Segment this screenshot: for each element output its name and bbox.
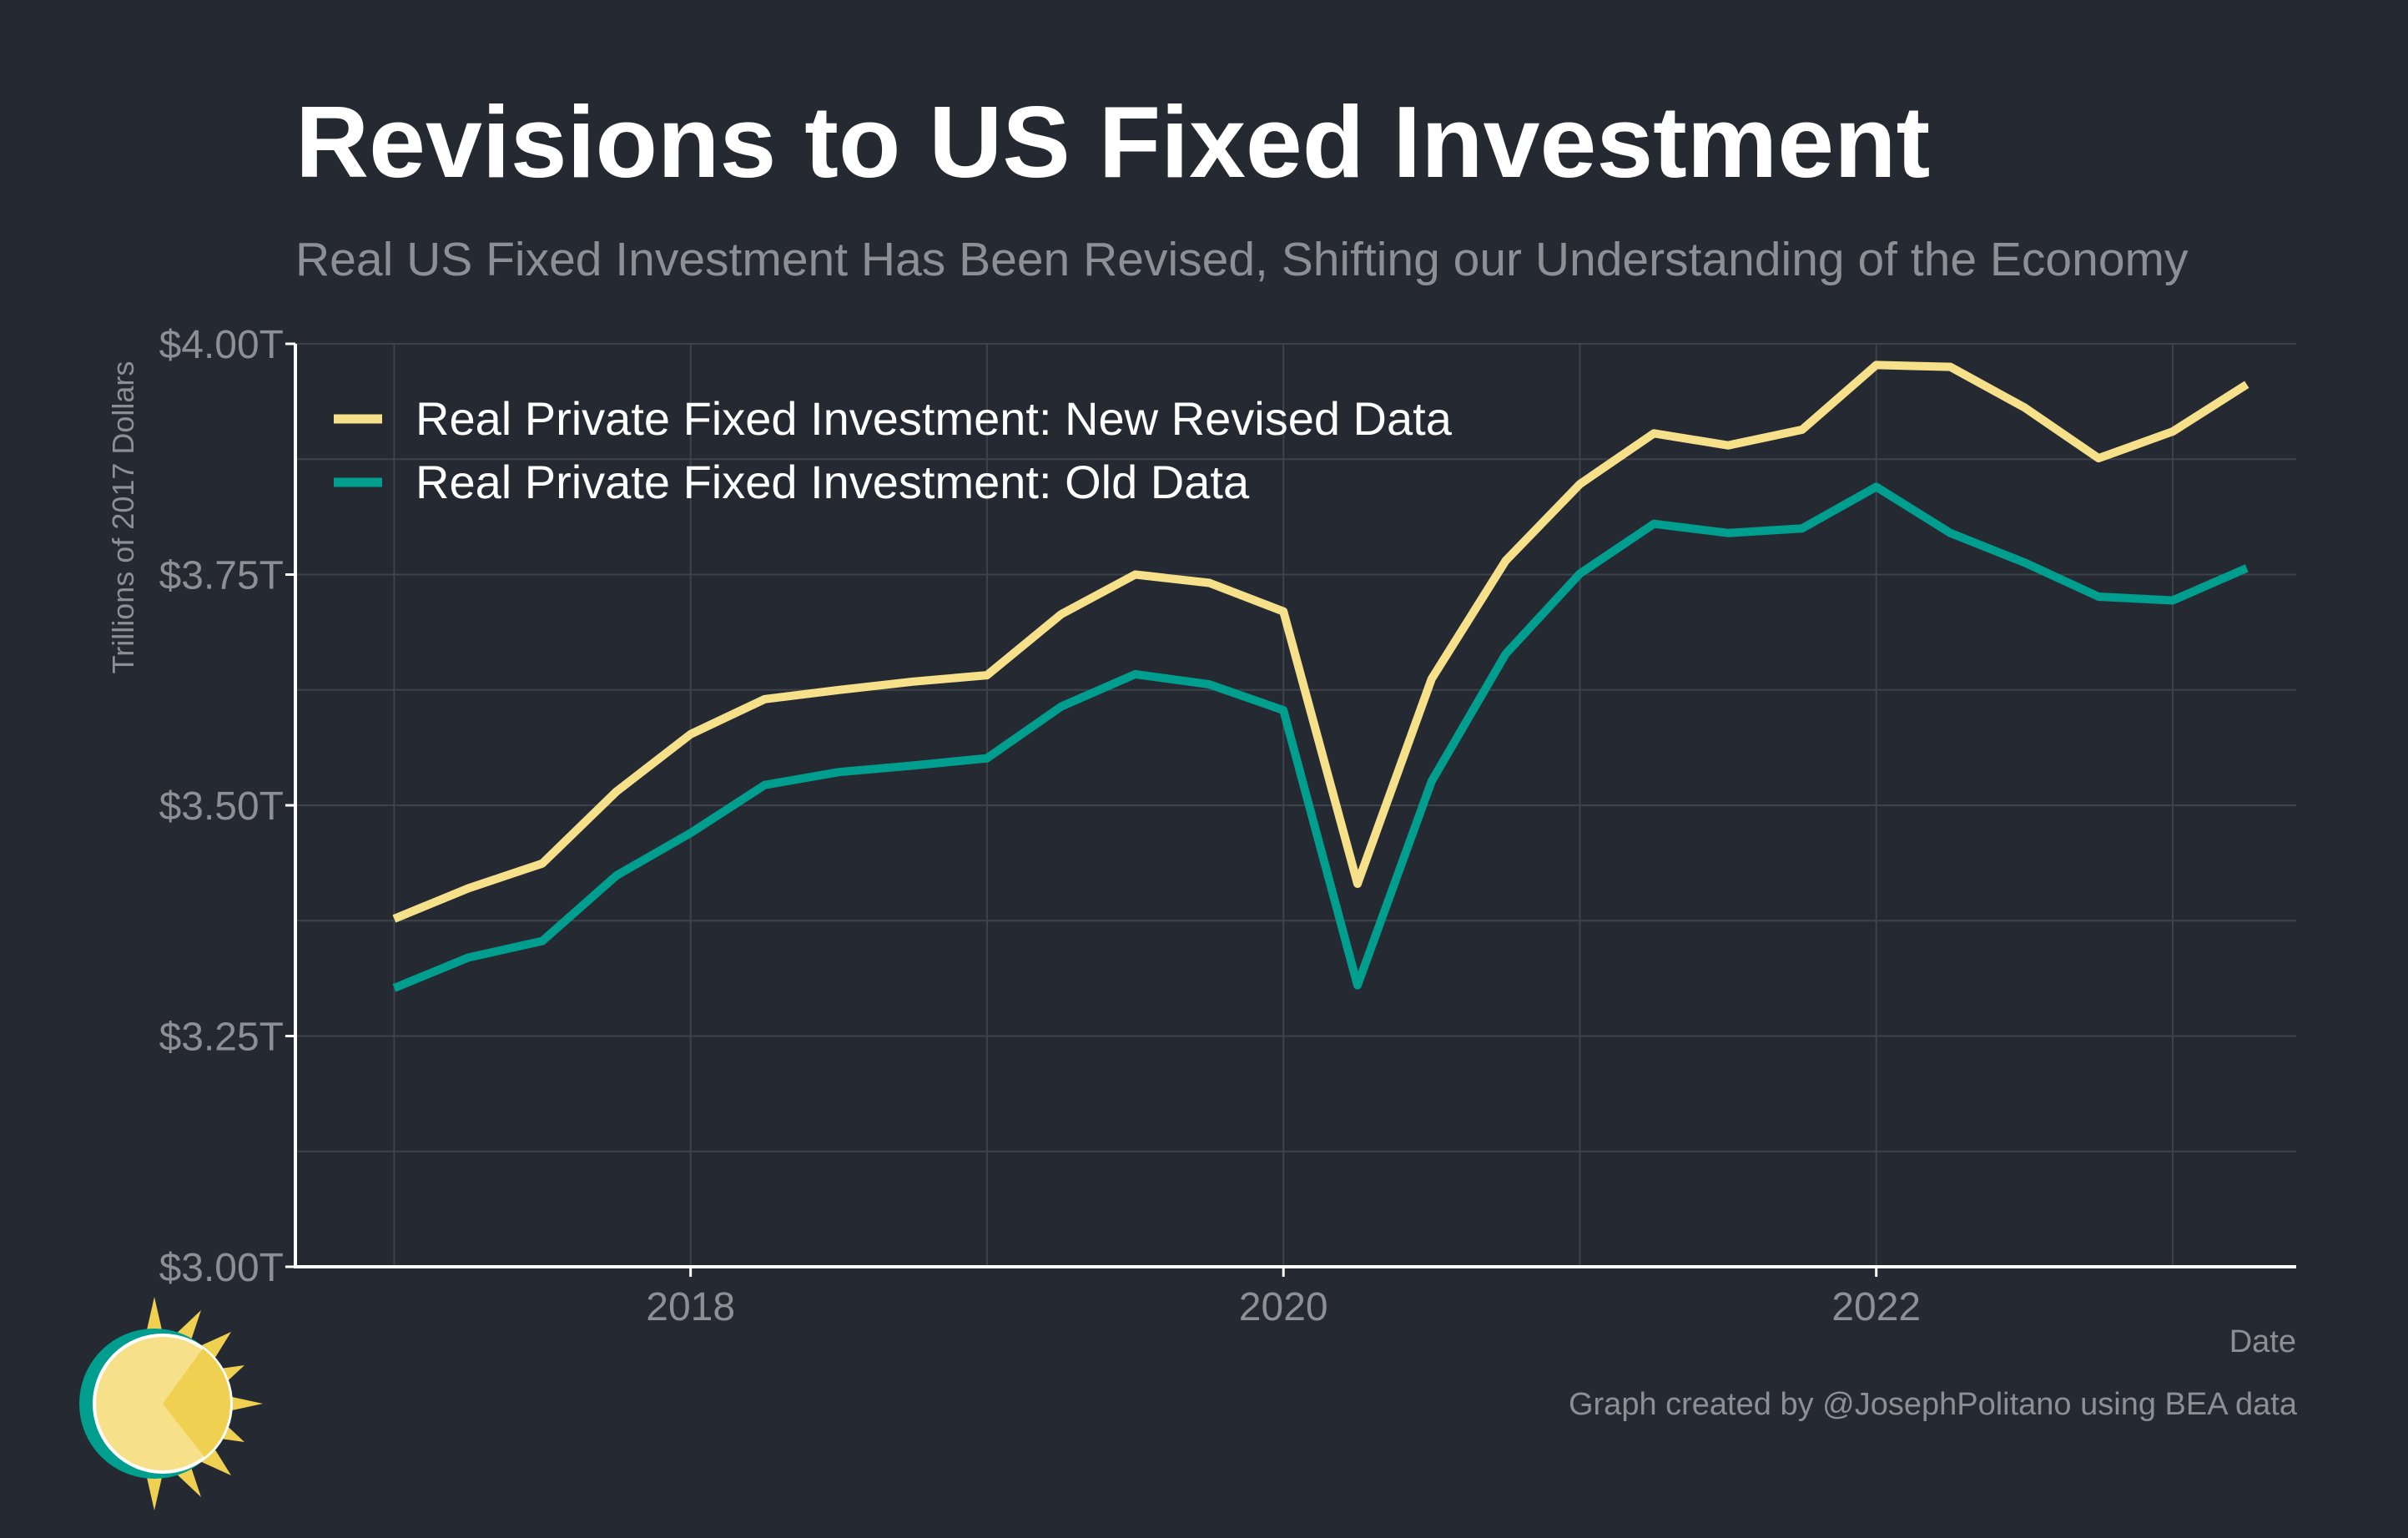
gridlines [295, 343, 2296, 1268]
y-tick-label: $3.75T [159, 554, 284, 598]
x-tick-label: 2020 [1239, 1285, 1328, 1329]
x-tick-label: 2018 [646, 1285, 735, 1329]
series-line-old [392, 482, 2249, 992]
axes: $3.00T $3.25T $3.50T $3.75T $4.00T 2018 2020 20… [106, 323, 2296, 1359]
legend-label: Real Private Fixed Investment: Old Data [416, 456, 1250, 508]
x-tick-label: 2022 [1831, 1285, 1921, 1329]
y-tick-label: $3.50T [159, 784, 284, 829]
y-axis-label: Trillions of 2017 Dollars [106, 361, 140, 674]
legend: Real Private Fixed Investment: New Revis… [334, 392, 1453, 508]
y-tick-label: $3.00T [159, 1246, 284, 1290]
y-tick-label: $3.25T [159, 1016, 284, 1060]
chart-subtitle: Real US Fixed Investment Has Been Revise… [295, 233, 2189, 286]
sun-logo-icon [79, 1297, 263, 1510]
series-line-new-revised [392, 361, 2249, 923]
y-tick-label: $4.00T [159, 323, 284, 367]
x-axis-label: Date [2229, 1324, 2296, 1359]
chart-title: Revisions to US Fixed Investment [295, 85, 1931, 199]
series-lines [392, 361, 2249, 992]
source-credit: Graph created by @JosephPolitano using B… [1568, 1387, 2297, 1422]
legend-label: Real Private Fixed Investment: New Revis… [416, 392, 1453, 445]
